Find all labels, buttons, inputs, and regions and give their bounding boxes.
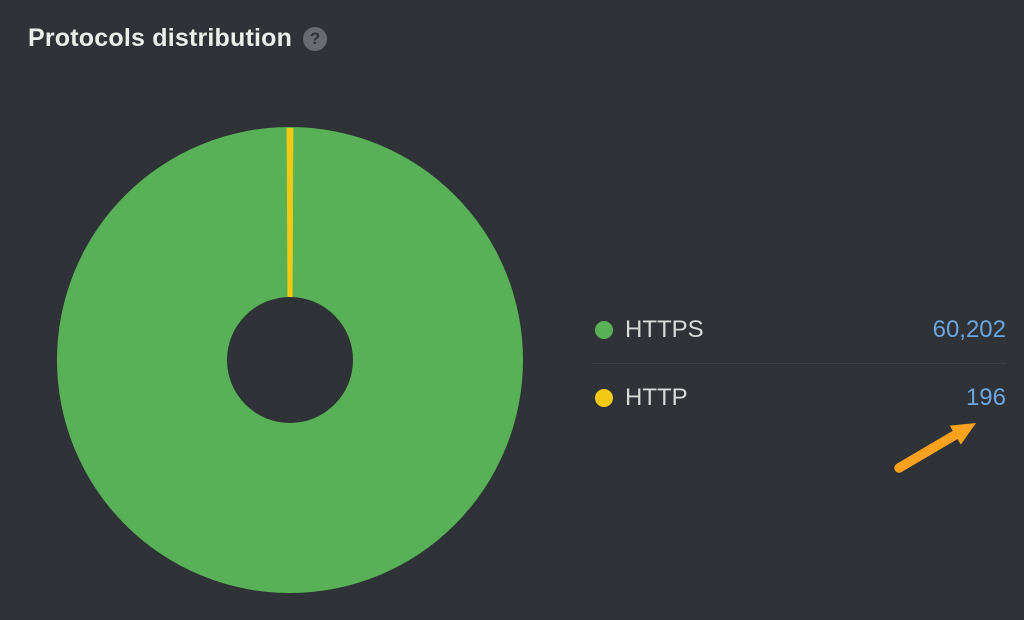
card-header: Protocols distribution ?	[28, 24, 328, 53]
arrow-head	[949, 423, 976, 445]
legend-label: HTTPS	[625, 315, 704, 343]
donut-chart-svg	[57, 127, 523, 593]
legend-value: 196	[965, 383, 1006, 411]
legend-color-dot	[595, 320, 613, 339]
legend-color-dot	[595, 388, 613, 407]
legend-row-https[interactable]: HTTPS 60,202	[592, 296, 1006, 363]
legend-label: HTTP	[625, 383, 688, 411]
legend-row-http[interactable]: HTTP 196	[592, 363, 1006, 431]
legend-value: 60,202	[932, 315, 1006, 343]
donut-hole	[227, 297, 353, 423]
page-title: Protocols distribution	[28, 24, 293, 52]
arrow-shaft	[894, 430, 960, 473]
annotation-arrow-icon	[894, 423, 976, 473]
help-icon[interactable]: ?	[303, 26, 328, 51]
legend: HTTPS 60,202 HTTP 196	[592, 296, 1006, 431]
donut-chart[interactable]	[55, 125, 525, 595]
